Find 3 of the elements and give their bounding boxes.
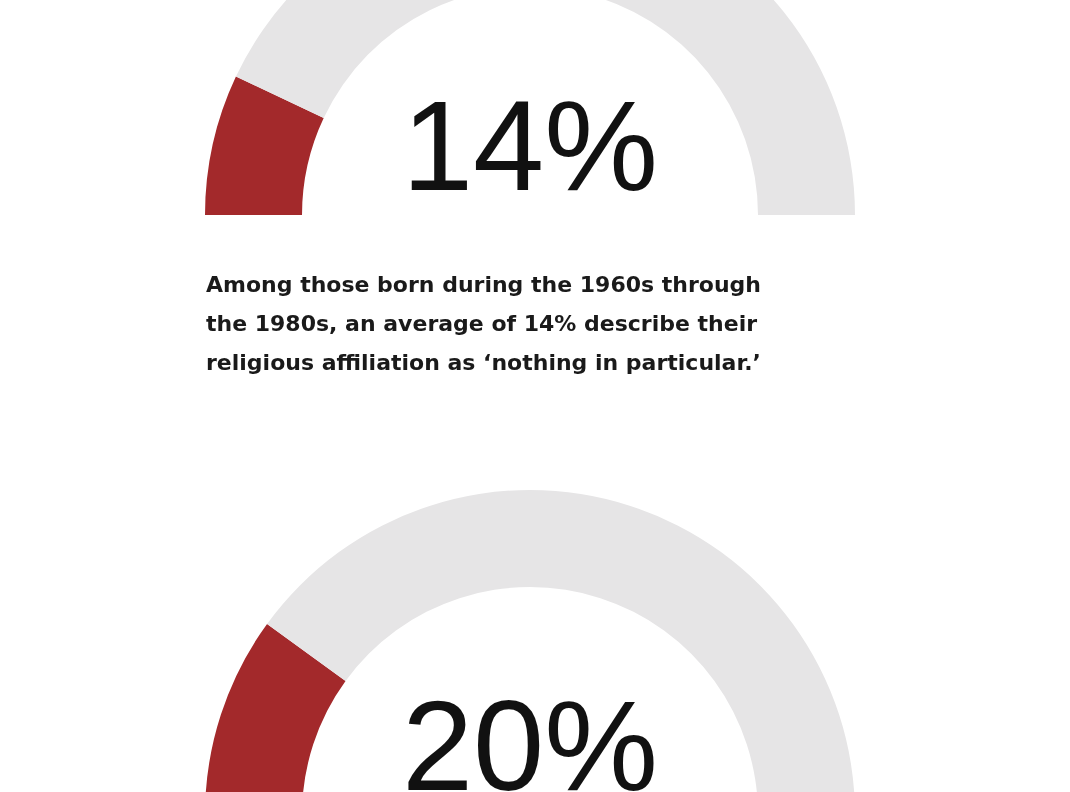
text: 20% xyxy=(401,674,659,792)
text: Among those born during the 1960s through the 1980s, an average of 14% describe their religious affiliation as ‘nothing in particular.’ xyxy=(206,272,761,375)
text: 14% xyxy=(401,74,659,217)
